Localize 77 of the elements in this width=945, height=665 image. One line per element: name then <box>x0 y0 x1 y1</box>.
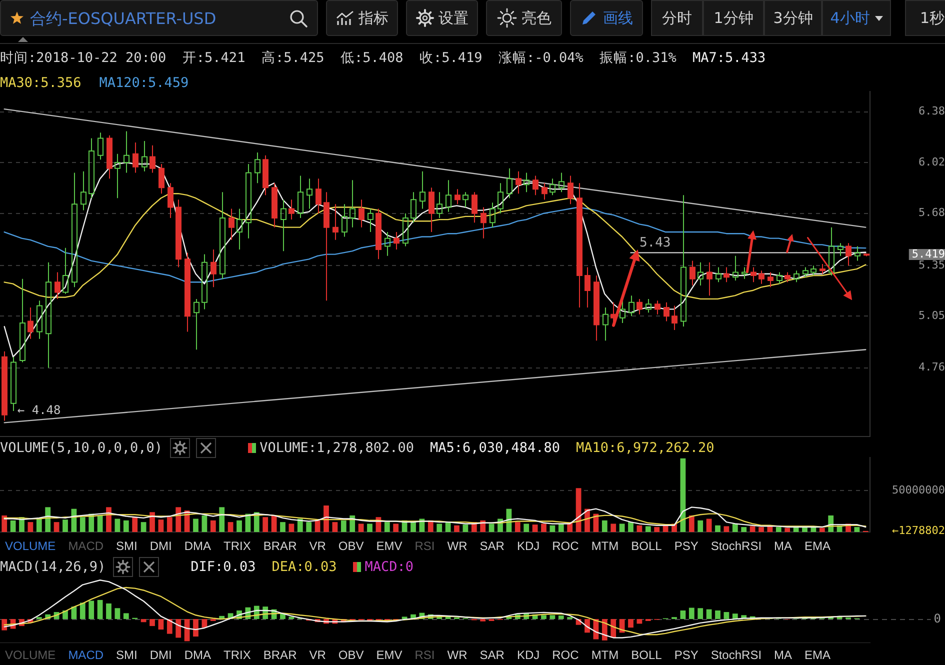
text: RSI <box>414 538 435 552</box>
text: MA5:6,030,484.80 <box>430 440 560 456</box>
text: SAR <box>480 648 504 662</box>
text: TRIX <box>224 538 251 552</box>
text: KDJ <box>516 648 540 662</box>
ref-line-label: 0 <box>934 612 941 626</box>
text: MTM <box>591 648 619 662</box>
text: MA7:5.433 <box>692 50 766 66</box>
text: PSY <box>674 538 698 552</box>
text: DIF:0.03 <box>190 559 256 575</box>
toolbar-button: 亮色 <box>486 0 562 36</box>
text: StochRSI <box>710 538 762 552</box>
text: KDJ <box>516 538 540 552</box>
toolbar-button: 设置 <box>406 0 478 36</box>
text: MA <box>774 538 792 552</box>
text: MA120:5.459 <box>99 75 189 91</box>
search-field: 合约-EOSQUARTER-USD <box>0 0 318 36</box>
legend-label: MACD:0 <box>364 559 414 575</box>
text: SMI <box>116 538 138 552</box>
text: ROC <box>552 648 579 662</box>
text: BOLL <box>631 538 662 552</box>
y-tick-label: 5.05 <box>918 308 945 322</box>
text: DMI <box>150 538 172 552</box>
text: StochRSI <box>710 648 762 662</box>
chart-title: 合约-EOSQUARTER-USD <box>30 9 216 30</box>
text: EMV <box>376 648 402 662</box>
text: EMV <box>376 538 402 552</box>
timeframe-button: 4小时 <box>822 0 891 36</box>
text: VR <box>309 538 326 552</box>
text: DMI <box>150 648 172 662</box>
text: EMA <box>804 538 831 552</box>
text: MA <box>774 648 792 662</box>
y-tick-label: 5.35 <box>918 258 945 272</box>
toolbar-button: 画线 <box>570 0 643 36</box>
y-tick-label: 6.38 <box>918 104 945 118</box>
text: ROC <box>552 538 579 552</box>
text: OBV <box>338 648 364 662</box>
text: PSY <box>674 648 698 662</box>
text: SAR <box>480 538 504 552</box>
text: VOLUME <box>5 648 56 662</box>
text: DMA <box>184 648 212 662</box>
text: MA30:5.356 <box>0 75 82 91</box>
toolbar-button: 1秒 <box>905 0 945 36</box>
chart-subtitle: 时间:2018-10-22 20:00 开:5.421 高:5.425 低:5.408 收:5.419 涨幅:-0.04% 振幅:0.31% <box>0 49 676 67</box>
text: WR <box>447 538 468 552</box>
text: MTM <box>591 538 619 552</box>
chart-title: VOLUME(5,10,0,0,0,0) <box>0 440 163 456</box>
toolbar-button: 指标 <box>326 0 398 36</box>
text: DMA <box>184 538 212 552</box>
text: VR <box>309 648 326 662</box>
y-tick-label: 4.76 <box>918 360 945 374</box>
text: BRAR <box>263 648 297 662</box>
text: OBV <box>338 538 364 552</box>
y-tick-label: 6.02 <box>918 155 945 168</box>
text: TRIX <box>224 648 251 662</box>
y-tick-label: 50000000 <box>892 483 945 496</box>
text: BOLL <box>631 648 662 662</box>
timeframe-button: 1分钟 <box>703 0 764 36</box>
chart-title: MACD(14,26,9) <box>0 559 106 575</box>
text: MACD <box>68 538 104 552</box>
text: MA10:6,972,262.20 <box>576 440 714 456</box>
series-label: 5.43 <box>639 236 671 251</box>
text: EMA <box>804 648 831 662</box>
timeframe-button: 3分钟 <box>764 0 822 36</box>
y-tick-label: ←1278802 <box>892 524 945 537</box>
text: BRAR <box>263 538 297 552</box>
text: DEA:0.03 <box>272 559 337 575</box>
annotation: ← 4.48 <box>17 402 61 417</box>
y-tick-label: 5.419 <box>912 247 945 260</box>
text: SMI <box>116 648 138 662</box>
text: VOLUME <box>5 538 56 552</box>
text: RSI <box>414 648 435 662</box>
text: MACD <box>68 648 104 662</box>
timeframe-button: 分时 <box>651 0 703 36</box>
legend-label: VOLUME:1,278,802.00 <box>260 440 414 456</box>
y-tick-label: 5.68 <box>918 206 945 220</box>
text: WR <box>447 648 468 662</box>
